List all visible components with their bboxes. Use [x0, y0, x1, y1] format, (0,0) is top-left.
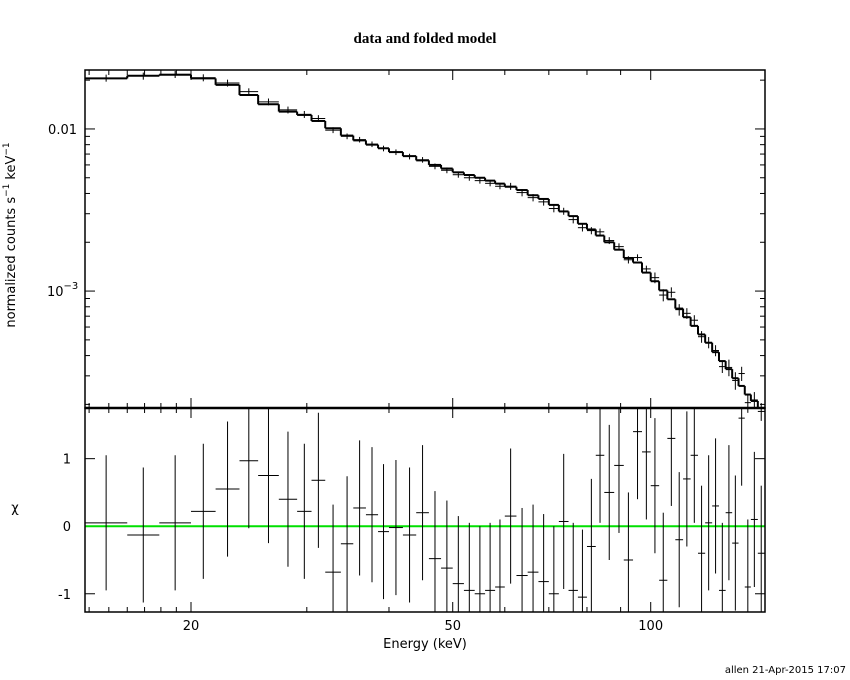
x-tick-label: 100 [638, 619, 663, 634]
residual-y-label: χ [11, 501, 19, 516]
x-axis-label: Energy (keV) [383, 637, 467, 652]
y-label-sup: −1 [2, 184, 12, 197]
footer: allen 21-Apr-2015 17:07 [725, 665, 846, 676]
y-tick-label: 1 [63, 453, 71, 468]
y-tick-base: 10 [47, 285, 64, 300]
y-tick-label: 10−3 [47, 281, 78, 300]
y-label-unit: keV [4, 156, 19, 180]
y-label-text: normalized counts s [4, 197, 19, 328]
y-tick-exponent: −3 [64, 281, 79, 292]
y-tick-label: -1 [58, 588, 71, 603]
x-tick-label: 50 [444, 619, 461, 634]
y-tick-label: 0.01 [48, 123, 77, 138]
y-axis-label: normalized counts s−1keV−1 [2, 142, 19, 327]
chart-title: data and folded model [354, 31, 497, 47]
y-tick-label: 0 [63, 520, 71, 535]
plot-frame [84, 69, 766, 409]
x-tick-label: 20 [183, 619, 200, 634]
y-label-sup: −1 [2, 142, 12, 155]
